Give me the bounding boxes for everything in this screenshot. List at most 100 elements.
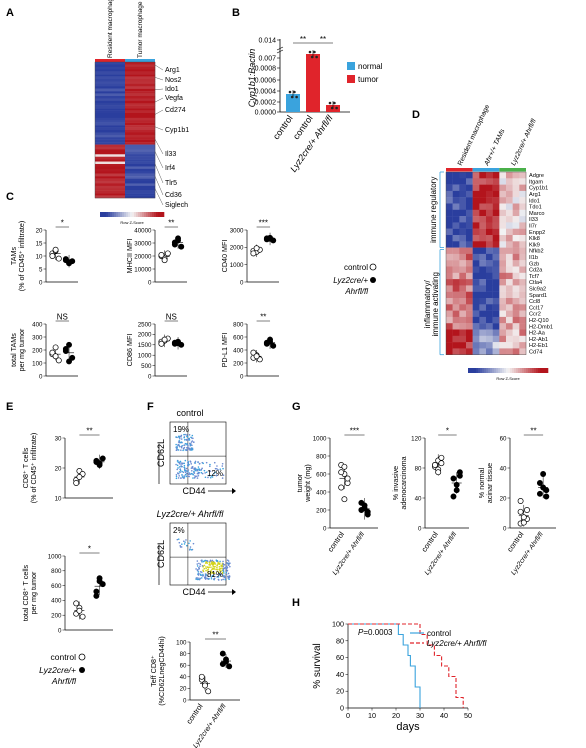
heatmap-cell xyxy=(125,149,156,153)
flow-event xyxy=(184,473,187,476)
heatmap-cell xyxy=(125,113,156,116)
y-axis-label: per mg tumor xyxy=(17,328,26,371)
heatmap-cell xyxy=(125,142,156,145)
x-tick-label: 30 xyxy=(416,711,424,720)
survival-curve xyxy=(348,623,464,708)
heatmap-cell xyxy=(519,203,527,210)
gene-label: Arg1 xyxy=(529,192,541,198)
flow-event xyxy=(210,571,212,573)
y-tick-label: 400 xyxy=(51,598,62,605)
heatmap-cell xyxy=(486,235,493,242)
heatmap-cell xyxy=(95,144,126,148)
heatmap-cell xyxy=(95,147,126,150)
group-label: inflammatory/ xyxy=(423,280,432,329)
heatmap-cell xyxy=(512,247,520,255)
y-tick-label: 0 xyxy=(240,279,244,286)
heatmap-cell xyxy=(506,348,513,355)
heatmap-cell xyxy=(459,279,467,286)
y-tick-label: 30 xyxy=(55,435,62,442)
heatmap-cell xyxy=(466,197,473,204)
y-tick-label: 0 xyxy=(58,627,62,634)
heatmap-cell xyxy=(95,168,126,172)
heatmap-cell xyxy=(492,316,500,324)
flow-event xyxy=(209,559,212,562)
y-tick-label: 20 xyxy=(500,495,507,502)
flow-event xyxy=(206,569,209,571)
scale-bar-segment xyxy=(158,212,161,217)
heatmap-cell xyxy=(472,209,480,217)
flow-event xyxy=(185,539,187,541)
heatmap-cell xyxy=(459,348,467,355)
scale-bar-segment xyxy=(154,212,157,217)
gene-label: Il33 xyxy=(165,151,176,158)
heatmap-cell xyxy=(446,247,453,255)
heatmap-cell xyxy=(492,172,500,179)
heatmap-cell xyxy=(492,285,500,292)
gene-label: Klk9 xyxy=(529,242,540,248)
group-label: immune activating xyxy=(431,272,440,336)
heatmap-cell xyxy=(95,91,126,94)
heatmap-cell xyxy=(519,197,527,204)
flow-event xyxy=(197,571,200,573)
heatmap-cell xyxy=(499,260,507,267)
y-tick-label: 800 xyxy=(233,321,244,328)
scale-bar-segment xyxy=(156,212,159,217)
heatmap-cell xyxy=(486,298,493,305)
scale-bar-segment xyxy=(504,368,507,373)
legend-label: Ahrfl/fl xyxy=(51,676,77,686)
y-tick-label: 2000 xyxy=(138,332,152,339)
y-axis-label: % survival xyxy=(312,643,323,689)
heatmap-cell xyxy=(466,247,473,255)
heatmap-cell xyxy=(452,285,460,292)
sig-marker: ** xyxy=(260,313,266,322)
flow-event xyxy=(212,561,214,564)
scale-bar-segment xyxy=(112,212,115,217)
gene-label: Slc9a2 xyxy=(529,287,546,293)
heatmap-cell xyxy=(95,93,126,97)
gene-label: Cd74 xyxy=(529,350,542,356)
flow-event xyxy=(199,573,202,576)
heatmap-cell xyxy=(486,266,493,273)
data-point xyxy=(536,480,543,486)
heatmap-cell xyxy=(499,209,507,217)
heatmap-cell xyxy=(519,216,527,223)
sig-marker: ** xyxy=(530,427,536,436)
flow-event xyxy=(187,439,189,441)
heatmap-cell xyxy=(466,323,473,330)
heatmap-cell xyxy=(466,241,473,248)
flow-event xyxy=(187,461,189,464)
heatmap-cell xyxy=(125,171,156,174)
heatmap-cell xyxy=(95,125,126,128)
heatmap-cell xyxy=(506,285,513,292)
gene-label: Klk8 xyxy=(529,236,540,242)
gene-label: Arg1 xyxy=(165,67,180,74)
scale-bar-segment xyxy=(534,368,537,373)
x-tick-label: 20 xyxy=(392,711,400,720)
gene-label: H2-Aa xyxy=(529,331,546,337)
y-tick-label: 400 xyxy=(316,489,327,496)
flow-event xyxy=(196,568,199,571)
heatmap-cell xyxy=(452,323,460,330)
flow-event xyxy=(192,437,194,440)
gene-label: Nfkb2 xyxy=(529,249,544,255)
flow-event xyxy=(183,439,186,441)
heatmap-cell xyxy=(95,173,126,177)
data-point xyxy=(175,235,181,242)
flow-event xyxy=(188,437,190,440)
heatmap-cell xyxy=(446,260,453,267)
heatmap-cell xyxy=(95,88,126,92)
heatmap-cell xyxy=(125,159,156,162)
flow-event xyxy=(220,579,223,581)
heatmap-cell xyxy=(472,304,480,311)
y-tick-label: 60 xyxy=(500,435,507,442)
flow-event xyxy=(183,467,186,469)
y-tick-label: 500 xyxy=(141,363,152,370)
heatmap-cell xyxy=(499,222,507,229)
heatmap-cell xyxy=(506,190,513,198)
heatmap-cell xyxy=(125,144,156,148)
x-tick-label: 0 xyxy=(346,711,350,720)
flow-event xyxy=(192,473,195,476)
data-point xyxy=(453,487,460,494)
y-axis-label: (% of CD45⁺ infiltrate) xyxy=(17,221,26,292)
flow-event xyxy=(216,465,218,467)
